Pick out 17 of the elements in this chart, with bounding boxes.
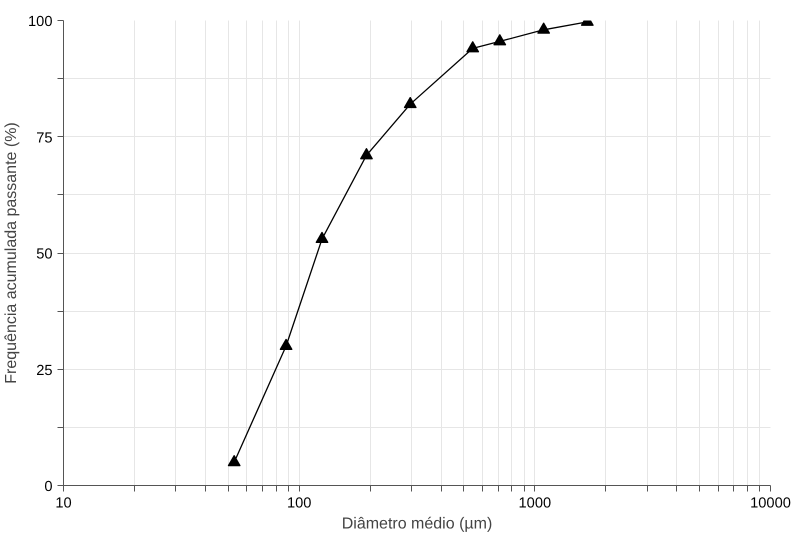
x-tick-label: 100 [286, 496, 312, 512]
x-tick-label: 10 [55, 496, 72, 512]
y-tick-label: 50 [36, 246, 53, 262]
y-tick-label: 0 [44, 479, 53, 495]
point [404, 96, 417, 108]
y-axis-title: Frequência acumulada passante (%) [3, 122, 20, 384]
y-tick-label: 100 [28, 14, 53, 30]
point [537, 22, 550, 34]
point [228, 454, 241, 466]
y-tick-label: 75 [36, 130, 53, 146]
point [493, 34, 506, 46]
point [360, 148, 373, 160]
x-tick-label: 10000 [750, 496, 791, 512]
y-tick-label: 25 [36, 362, 53, 379]
x-axis-title: Diâmetro médio (µm) [342, 516, 492, 532]
x-tick-label: 1000 [518, 496, 552, 512]
point [316, 232, 329, 244]
